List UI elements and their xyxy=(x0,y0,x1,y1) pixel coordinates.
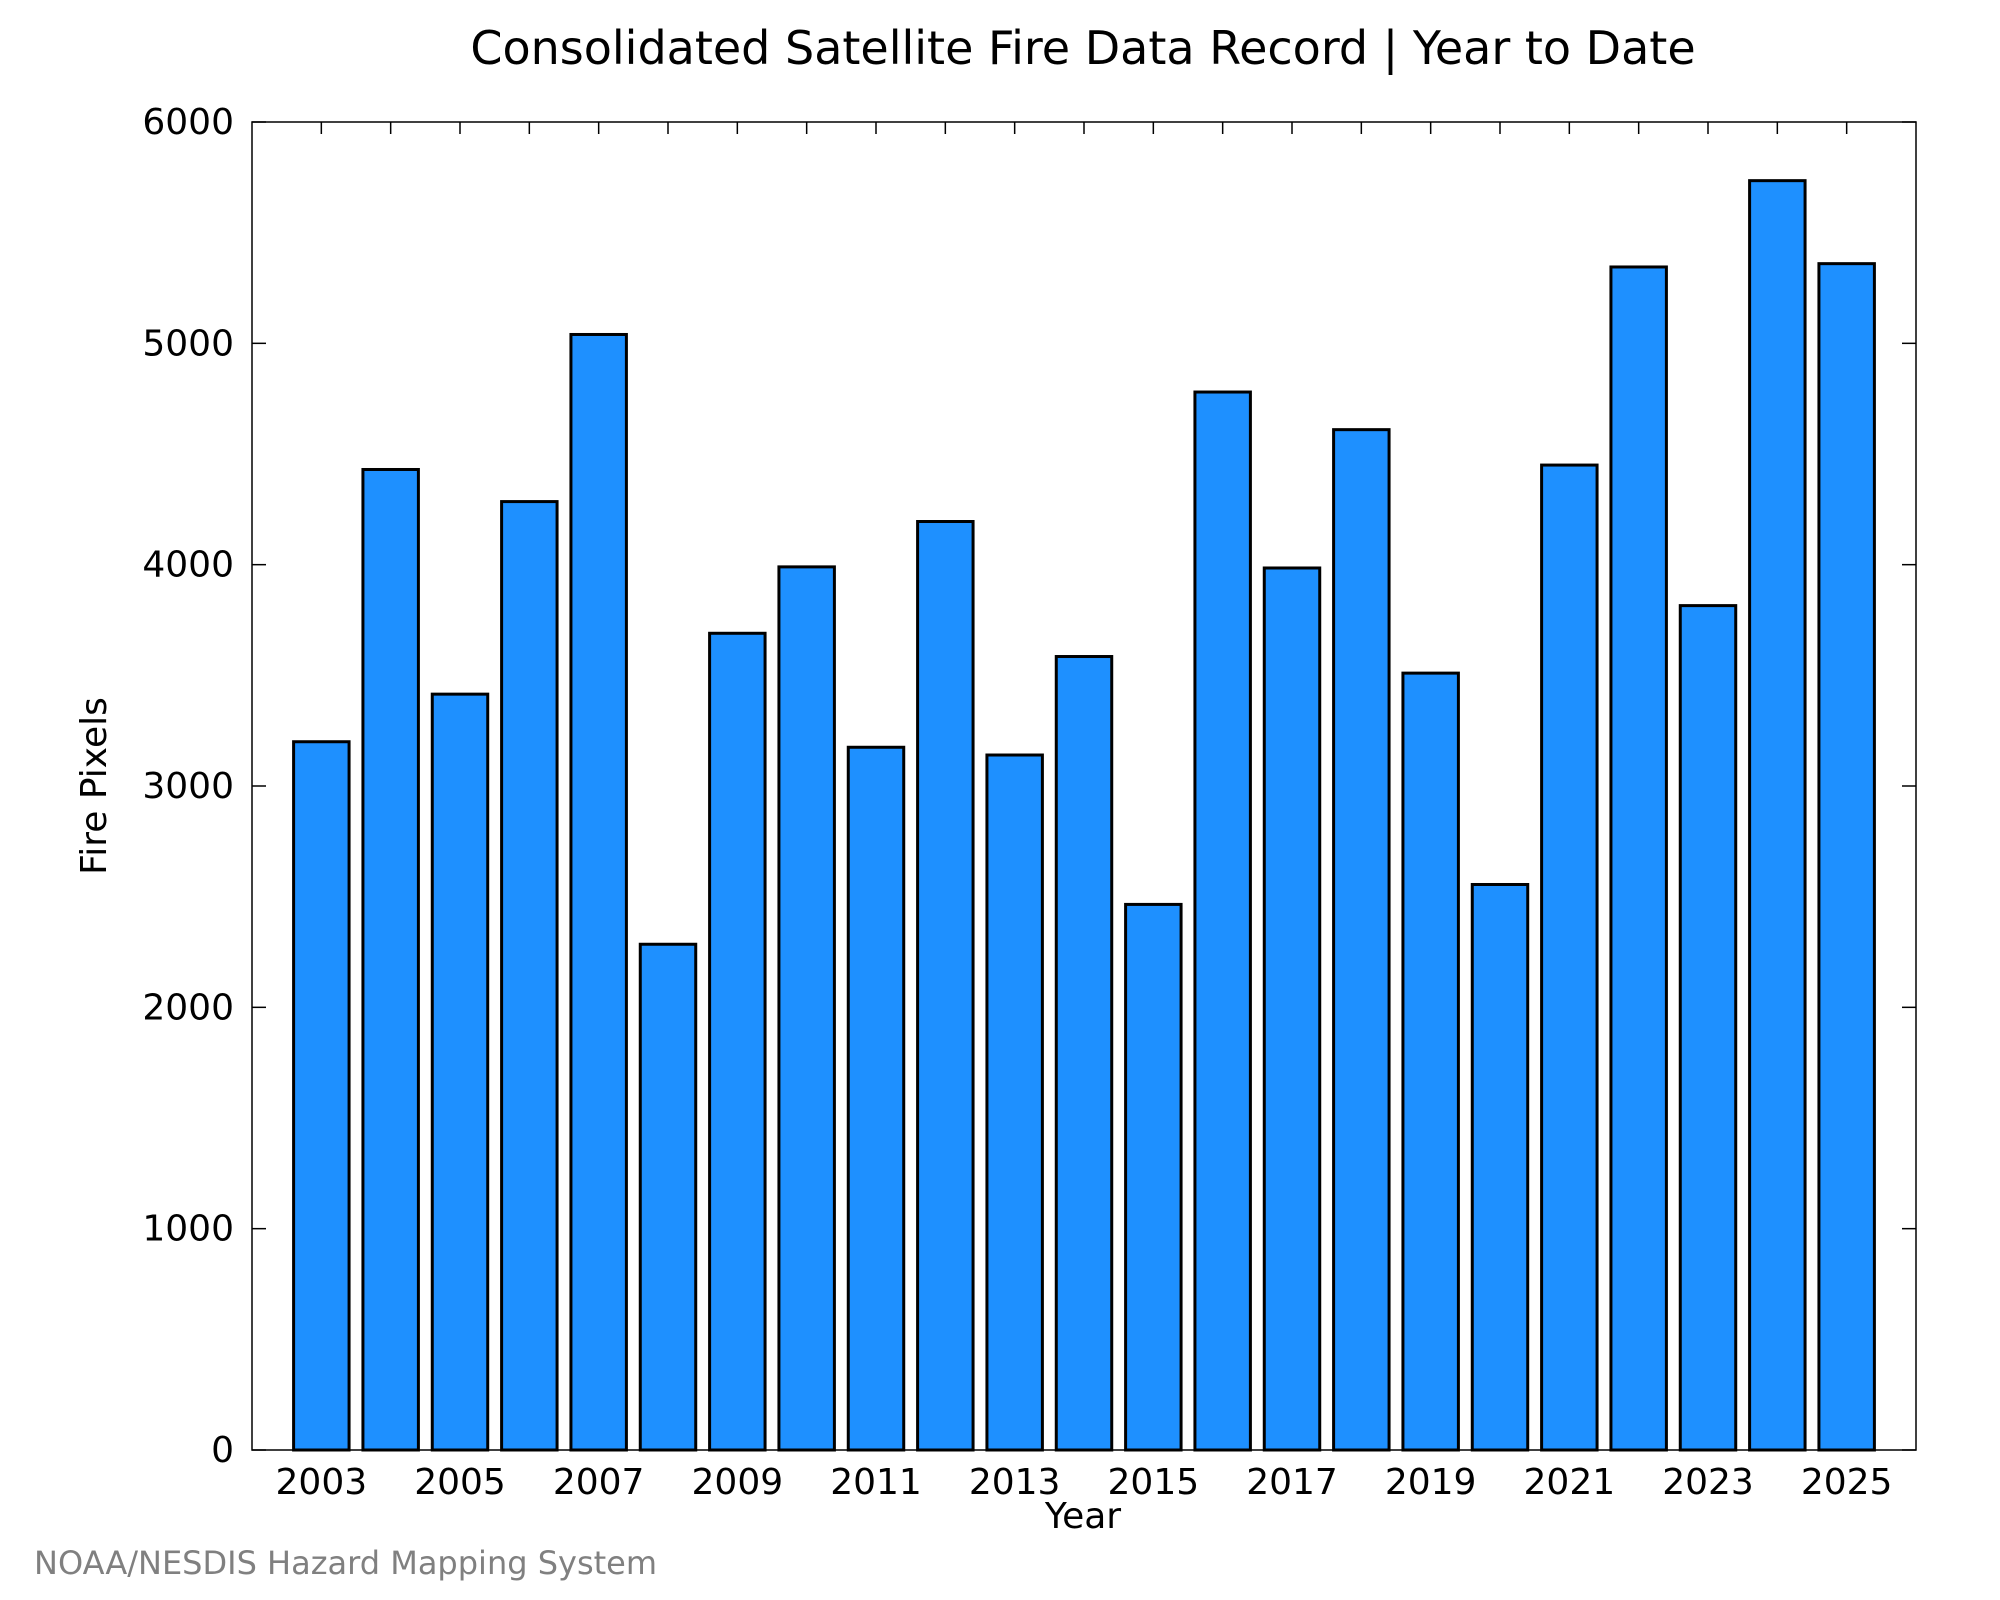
bar-2019 xyxy=(1401,671,1460,1452)
bar-2009 xyxy=(708,631,767,1452)
y-tick-label: 5000 xyxy=(142,323,234,364)
bar-2006 xyxy=(500,500,559,1452)
x-tick-label: 2005 xyxy=(414,1462,506,1503)
x-tick-label: 2003 xyxy=(276,1462,368,1503)
y-tick-label: 4000 xyxy=(142,545,234,586)
bar-2022 xyxy=(1609,265,1668,1452)
bar-2004 xyxy=(361,467,420,1452)
y-axis-ticks: 0 1000 2000 3000 4000 5000 6000 xyxy=(142,102,1916,1471)
bar-2012 xyxy=(916,520,975,1452)
x-tick-label: 2015 xyxy=(1108,1462,1200,1503)
bar-2023 xyxy=(1678,604,1738,1452)
bar-2013 xyxy=(985,753,1044,1452)
bar-2021 xyxy=(1540,463,1599,1452)
bar-2003 xyxy=(292,740,351,1452)
x-tick-label: 2011 xyxy=(830,1462,922,1503)
bar-2020 xyxy=(1470,882,1530,1452)
bar-2014 xyxy=(1054,655,1114,1452)
x-tick-label: 2023 xyxy=(1662,1462,1754,1503)
credit-text: NOAA/NESDIS Hazard Mapping System xyxy=(34,1544,657,1582)
y-tick-label: 6000 xyxy=(142,102,234,143)
bar-2011 xyxy=(846,745,906,1452)
x-axis-ticks: 2003 2005 2007 2009 2011 2013 2015 2017 2019 2021… xyxy=(276,122,1893,1503)
x-tick-label: 2021 xyxy=(1524,1462,1616,1503)
y-tick-label: 2000 xyxy=(142,987,234,1028)
bar-2016 xyxy=(1193,390,1252,1452)
bar-2005 xyxy=(430,692,490,1452)
chart-title: Consolidated Satellite Fire Data Record … xyxy=(470,21,1695,76)
x-tick-label: 2019 xyxy=(1385,1462,1477,1503)
x-tick-label: 2013 xyxy=(969,1462,1061,1503)
x-axis-label: Year xyxy=(1044,1496,1121,1537)
bar-2024 xyxy=(1748,179,1807,1452)
plot-frame xyxy=(251,121,1917,1451)
x-tick-label: 2007 xyxy=(553,1462,645,1503)
y-tick-label: 3000 xyxy=(142,766,234,807)
bar-2010 xyxy=(777,565,836,1452)
bar-series xyxy=(292,179,1876,1452)
x-tick-label: 2025 xyxy=(1801,1462,1893,1503)
bar-2018 xyxy=(1332,428,1391,1452)
y-tick-label: 1000 xyxy=(142,1209,234,1250)
bar-2007 xyxy=(569,332,628,1452)
y-tick-label: 0 xyxy=(211,1430,234,1471)
bar-2017 xyxy=(1262,566,1322,1452)
x-tick-label: 2009 xyxy=(692,1462,784,1503)
bar-2008 xyxy=(638,942,698,1452)
bar-2025 xyxy=(1817,262,1876,1452)
bar-2015 xyxy=(1124,902,1183,1452)
x-tick-label: 2017 xyxy=(1246,1462,1338,1503)
y-axis-label: Fire Pixels xyxy=(74,697,115,875)
